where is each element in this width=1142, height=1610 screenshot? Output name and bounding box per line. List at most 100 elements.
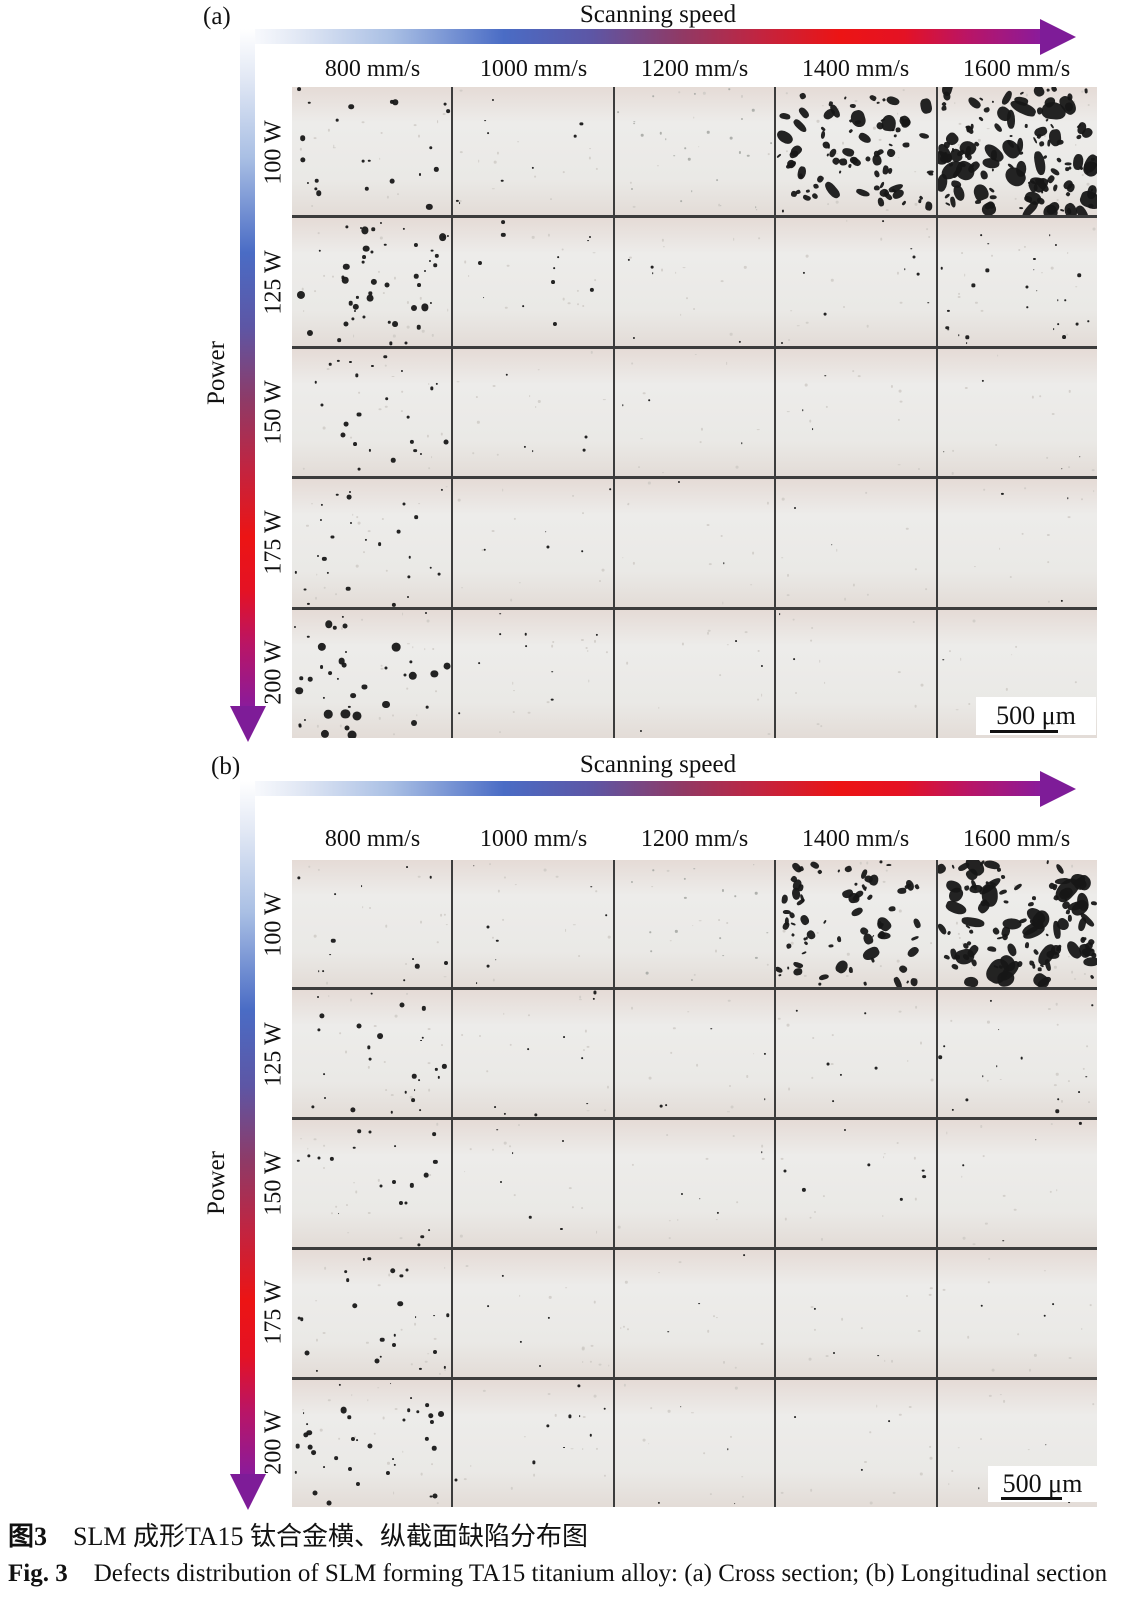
defect-dot (315, 190, 322, 197)
defect-dot (652, 95, 654, 97)
defect-dot (843, 1128, 846, 1131)
defect-dot (587, 239, 589, 242)
defect-dot (1081, 90, 1083, 93)
micrograph-cell (453, 1380, 613, 1507)
defect-dot (757, 649, 761, 652)
defect-dot (865, 155, 872, 162)
defect-dot (709, 1493, 712, 1495)
defect-dot (970, 958, 979, 968)
defect-dot (335, 118, 339, 122)
defect-dot (503, 1012, 505, 1015)
defect-dot (442, 112, 446, 115)
defect-dot (392, 99, 398, 106)
defect-dot (496, 453, 499, 456)
defect-dot (444, 1368, 447, 1371)
defect-dot (699, 441, 702, 444)
defect-dot (837, 107, 840, 110)
defect-dot (361, 226, 369, 234)
defect-dot (332, 625, 337, 631)
defect-dot (1048, 1008, 1051, 1011)
defect-dot (381, 517, 385, 520)
defect-dot (754, 891, 758, 895)
defect-dot (980, 234, 983, 237)
defect-dot (988, 187, 996, 194)
defect-dot (361, 159, 365, 163)
defect-dot (880, 237, 883, 241)
scanning-speed-gradient-arrow (240, 29, 1040, 44)
defect-dot (317, 1156, 321, 1160)
defect-dot (823, 681, 826, 685)
defect-dot (665, 1104, 668, 1107)
defect-dot (1091, 1004, 1093, 1007)
defect-dot (356, 1023, 362, 1029)
defect-dot (549, 198, 552, 201)
defect-dot (551, 670, 553, 673)
defect-dot (809, 1216, 813, 1220)
defect-dot (300, 157, 306, 163)
defect-dot (360, 618, 363, 621)
micrograph-cell (614, 610, 775, 738)
defect-dot (413, 1088, 416, 1091)
defect-dot (761, 1144, 764, 1148)
defect-dot (427, 382, 430, 385)
defect-dot (479, 1034, 482, 1037)
defect-dot (405, 962, 408, 965)
defect-dot (841, 141, 844, 145)
defect-dot (392, 1458, 394, 1461)
defect-dot (391, 602, 396, 607)
defect-dot (398, 1201, 403, 1206)
defect-dot (697, 145, 700, 148)
defect-dot (435, 690, 437, 693)
defect-dot (957, 334, 960, 337)
defect-dot (1031, 896, 1036, 900)
defect-dot (464, 260, 467, 264)
defect-dot (460, 151, 463, 154)
defect-dot (1060, 468, 1063, 470)
defect-dot (361, 684, 367, 690)
defect-dot (895, 127, 901, 133)
defect-dot (948, 650, 951, 653)
defect-dot (876, 101, 880, 104)
defect-dot (826, 1062, 830, 1066)
defect-dot (838, 170, 842, 174)
defect-dot (813, 183, 820, 190)
defect-dot (951, 1470, 953, 1473)
defect-dot (631, 1163, 635, 1166)
defect-dot (350, 1436, 355, 1441)
defect-dot (361, 906, 364, 909)
defect-dot (595, 633, 599, 636)
defect-dot (1049, 87, 1058, 93)
defect-dot (343, 421, 349, 427)
defect-dot (698, 920, 702, 922)
defect-dot (744, 631, 748, 633)
defect-dot (723, 1361, 726, 1364)
defect-dot (310, 1449, 317, 1456)
defect-dot (427, 434, 430, 438)
defect-dot (1013, 1208, 1017, 1212)
defect-dot (304, 1350, 310, 1356)
defect-dot (987, 1281, 991, 1284)
defect-dot (879, 180, 886, 189)
defect-dot (869, 1501, 873, 1505)
defect-dot (819, 659, 821, 663)
defect-dot (443, 913, 447, 916)
defect-dot (1032, 963, 1036, 969)
defect-dot (661, 268, 664, 272)
defect-dot (351, 1393, 353, 1396)
defect-dot (626, 661, 629, 665)
defect-dot (329, 1156, 334, 1161)
defect-dot (795, 691, 798, 694)
defect-dot (978, 139, 981, 142)
defect-dot (1085, 1076, 1087, 1078)
defect-dot (740, 442, 743, 444)
defect-dot (346, 1203, 349, 1206)
defect-dot (428, 1229, 431, 1231)
defect-dot (429, 1174, 431, 1177)
defect-dot (333, 146, 336, 149)
micrograph-cell (776, 1250, 936, 1377)
defect-dot (1023, 245, 1026, 248)
defect-dot (985, 1222, 988, 1225)
defect-dot (790, 941, 794, 945)
defect-dot (706, 131, 710, 134)
defect-dot (843, 597, 846, 601)
